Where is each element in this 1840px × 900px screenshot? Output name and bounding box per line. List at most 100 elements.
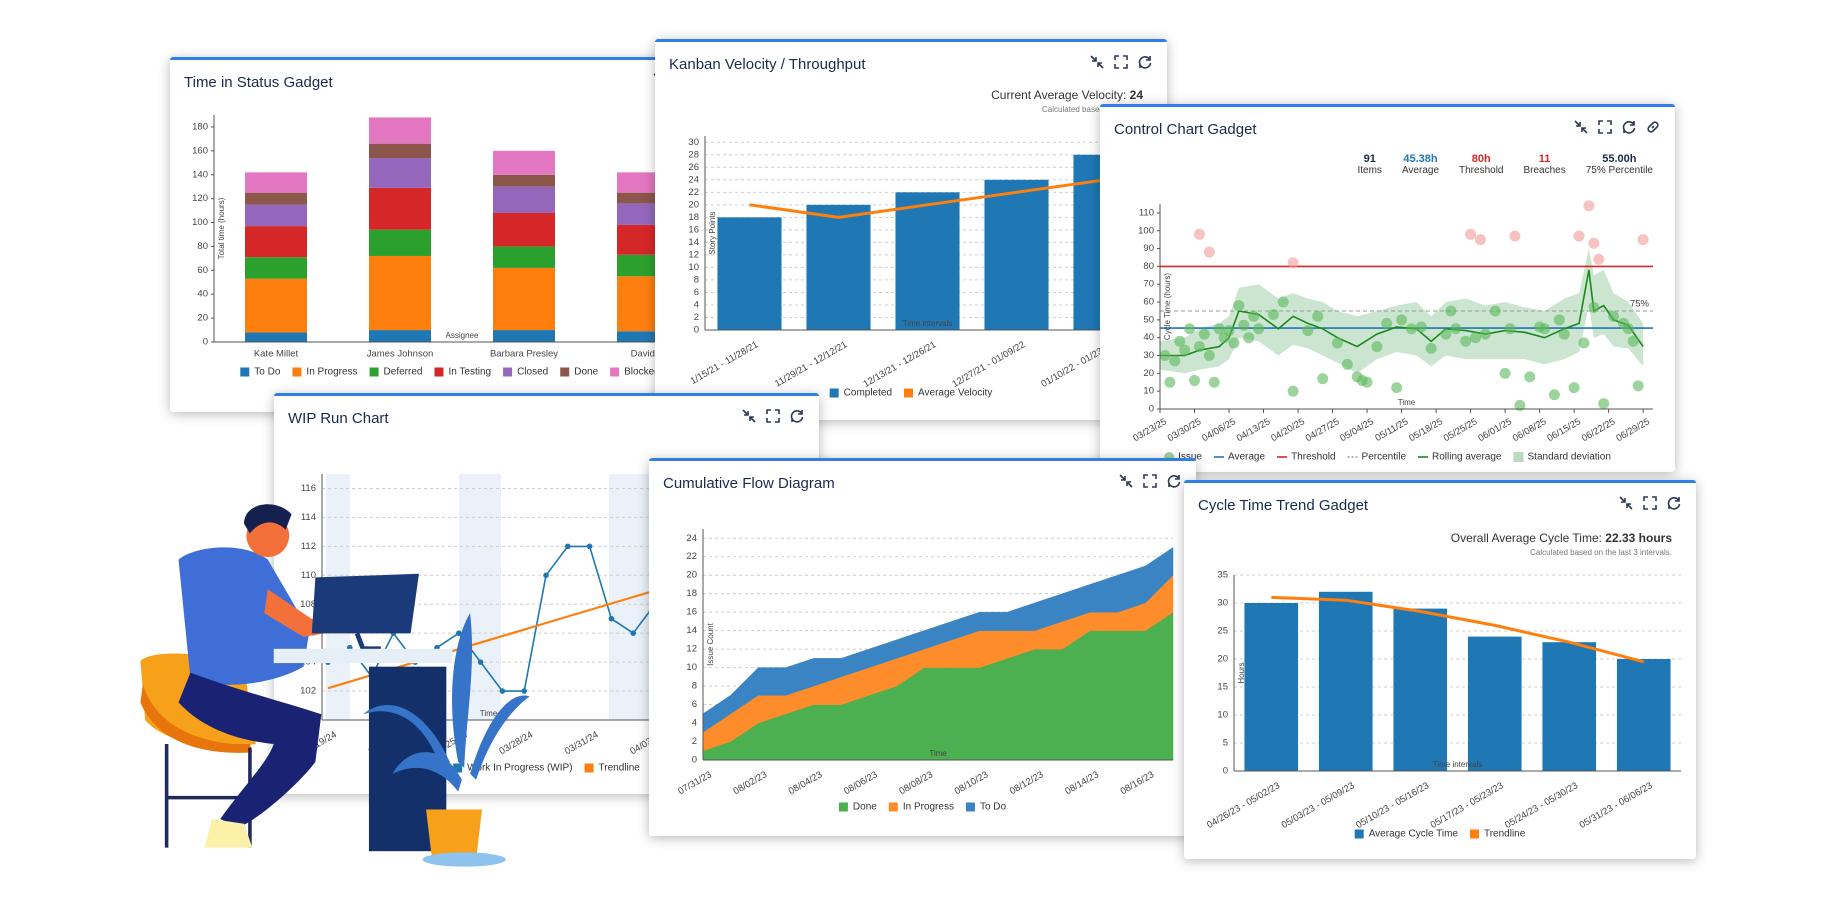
collapse-icon[interactable] <box>1618 495 1634 511</box>
x-tick-label: 08/16/23 <box>1119 769 1157 797</box>
expand-icon[interactable] <box>765 408 781 424</box>
refresh-icon[interactable] <box>1621 119 1637 135</box>
legend-label: Blocked <box>624 367 660 378</box>
issue-point <box>1637 234 1649 246</box>
y-tick-label: 116 <box>301 483 316 494</box>
issue-point <box>1509 230 1521 242</box>
issue-point <box>1287 385 1299 397</box>
collapse-icon[interactable] <box>1118 473 1134 489</box>
legend-item: To Do <box>965 802 1007 813</box>
issue-point <box>1223 325 1235 337</box>
issue-point <box>1213 323 1225 335</box>
y-tick-label: 108 <box>300 599 316 610</box>
bar <box>1244 603 1299 771</box>
y-tick-label: 50 <box>1143 314 1154 325</box>
x-tick-label: 08/14/23 <box>1063 769 1101 797</box>
expand-icon[interactable] <box>1142 473 1158 489</box>
legend-marker <box>610 367 620 377</box>
legend-item: Trendline <box>584 763 640 774</box>
legend-item: Deferred <box>369 367 422 378</box>
legend-item: Closed <box>503 367 548 378</box>
y-tick-label: 20 <box>1143 368 1154 379</box>
collapse-icon[interactable] <box>1573 119 1589 135</box>
y-tick-label: 30 <box>688 137 699 148</box>
legend-marker <box>888 802 898 812</box>
x-tick-label: 05/31/23 - 06/06/23 <box>1578 780 1655 831</box>
issue-point <box>1312 310 1324 322</box>
link-icon[interactable] <box>1645 119 1661 135</box>
collapse-icon[interactable] <box>1089 54 1105 70</box>
area-band <box>702 547 1174 733</box>
bar <box>493 246 555 268</box>
issue-point <box>1267 309 1279 321</box>
expand-icon[interactable] <box>1642 495 1658 511</box>
legend-label: Percentile <box>1362 452 1407 463</box>
y-tick-label: 60 <box>1143 297 1154 308</box>
panel-icons <box>1618 495 1682 511</box>
issue-point <box>1174 335 1186 347</box>
expand-icon[interactable] <box>1113 54 1129 70</box>
legend-item: Done <box>560 367 599 378</box>
legend-label: Done <box>853 802 877 813</box>
y-tick-label: 20 <box>686 570 697 581</box>
x-axis-label: Time <box>480 709 498 718</box>
issue-point <box>1632 380 1644 392</box>
y-tick-label: 110 <box>301 570 316 581</box>
y-tick-label: 100 <box>192 217 208 228</box>
issue-point <box>1514 399 1526 411</box>
legend-label: Done <box>574 367 598 378</box>
legend-label: Issue <box>1178 452 1202 463</box>
issue-point <box>1450 323 1462 335</box>
issue-point <box>1627 335 1639 347</box>
y-tick-label: 30 <box>1143 350 1154 361</box>
stat-name: 75% Percentile <box>1585 165 1653 176</box>
y-tick-label: 0 <box>694 325 699 336</box>
point <box>499 688 506 694</box>
bar <box>1393 608 1448 771</box>
legend-label: Average Velocity <box>918 388 992 399</box>
panel-title: Cycle Time Trend Gadget <box>1198 497 1369 514</box>
issue-point <box>1189 374 1201 386</box>
issue-point <box>1573 230 1585 242</box>
legend-item: In Progress <box>292 367 358 378</box>
legend-item: To Do <box>240 367 281 378</box>
issue-point <box>1622 323 1634 335</box>
panel-title: Time in Status Gadget <box>184 74 333 91</box>
y-tick-label: 114 <box>301 512 316 523</box>
bar <box>1318 591 1373 771</box>
refresh-icon[interactable] <box>789 408 805 424</box>
legend-marker <box>1513 452 1524 462</box>
issue-point <box>1287 257 1299 269</box>
legend-label: Average Cycle Time <box>1369 829 1459 840</box>
y-tick-label: 40 <box>1143 332 1154 343</box>
x-tick-label: David M <box>631 349 666 360</box>
stat-name: Average <box>1401 165 1440 176</box>
y-tick-label: 4 <box>692 718 697 729</box>
legend-label: In Progress <box>306 367 357 378</box>
refresh-icon[interactable] <box>1137 54 1153 70</box>
refresh-icon[interactable] <box>1166 473 1182 489</box>
legend-marker <box>829 388 839 398</box>
legend-label: Completed <box>844 388 892 399</box>
trend-line <box>749 178 1106 219</box>
y-tick-label: 22 <box>686 551 697 562</box>
x-tick-label: 08/12/23 <box>1008 769 1046 797</box>
expand-icon[interactable] <box>1597 119 1613 135</box>
point <box>521 688 527 694</box>
stat: 45.38h Average <box>1402 153 1439 176</box>
y-tick-label: 160 <box>192 145 208 156</box>
summary-value: 24 <box>1129 88 1143 102</box>
x-tick-label: 08/02/23 <box>732 769 770 797</box>
chart: 75% 0 10 20 30 40 50 60 70 80 90 100 110 Cycle Time (… <box>1131 200 1653 463</box>
y-tick-label: 120 <box>192 193 208 204</box>
legend-item: Percentile <box>1347 452 1407 463</box>
panel-title: Control Chart Gadget <box>1114 121 1257 138</box>
issue-point <box>1524 371 1536 383</box>
issue-point <box>1193 228 1205 240</box>
refresh-icon[interactable] <box>1666 495 1682 511</box>
y-tick-label: 4 <box>694 299 699 310</box>
x-tick-label: 07/31/23 <box>676 769 714 797</box>
y-tick-label: 20 <box>1217 654 1228 665</box>
bar <box>245 278 307 333</box>
collapse-icon[interactable] <box>741 408 757 424</box>
